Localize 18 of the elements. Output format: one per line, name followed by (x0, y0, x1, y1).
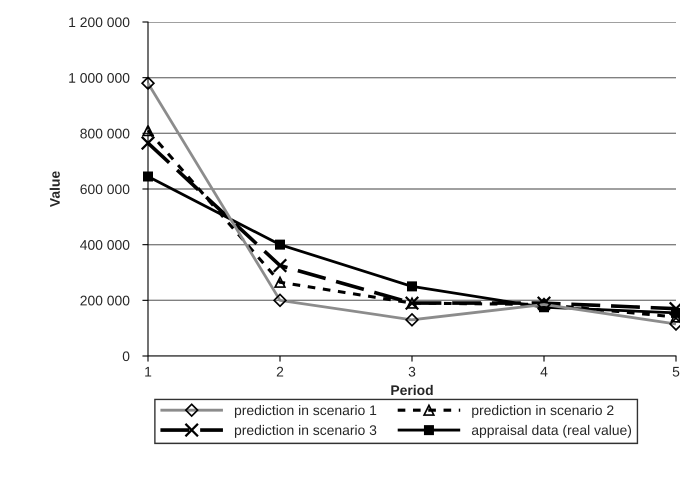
x-tick-label: 3 (408, 366, 416, 377)
legend-label: prediction in scenario 1 (234, 404, 376, 418)
x-tick-label: 2 (276, 366, 284, 376)
legend-label: appraisal data (real value) (472, 424, 632, 438)
x-axis-title: Period (391, 384, 433, 396)
x-tick-label: 4 (540, 366, 548, 376)
y-tick-label: 1 000 000 (69, 73, 130, 83)
x-tick-label: 1 (145, 366, 152, 376)
y-tick-label: 400 000 (80, 240, 130, 250)
x-tick-label: 5 (672, 366, 680, 377)
y-axis-title: Value (50, 171, 60, 208)
y-tick-label: 1 200 000 (69, 17, 130, 28)
y-tick-label: 800 000 (80, 128, 130, 139)
y-tick-label: 0 (122, 351, 130, 362)
y-tick-label: 200 000 (80, 296, 130, 306)
legend-label: prediction in scenario 3 (234, 424, 376, 438)
legend-label: prediction in scenario 2 (472, 404, 614, 418)
y-tick-label: 600 000 (80, 184, 130, 194)
